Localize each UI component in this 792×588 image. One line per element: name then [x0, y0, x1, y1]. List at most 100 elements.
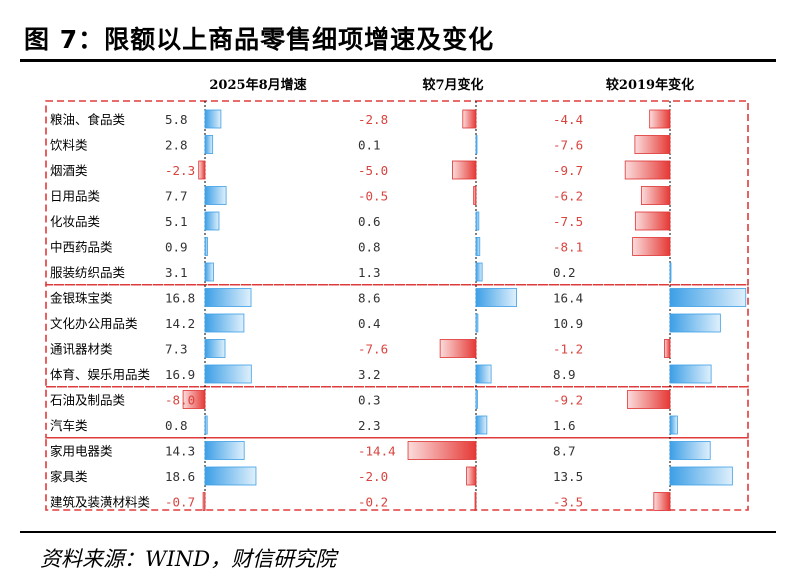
category-label: 粮油、食品类 — [50, 112, 126, 127]
bar-2 — [653, 492, 671, 511]
bar-2 — [624, 160, 671, 180]
bar-1 — [475, 288, 517, 307]
bar-1 — [475, 135, 478, 154]
category-label: 体育、娱乐用品类 — [50, 367, 151, 382]
data-label-2: -7.5 — [553, 214, 583, 229]
category-label: 汽车类 — [50, 418, 88, 433]
data-label-0: 16.8 — [165, 291, 195, 306]
bar-1 — [475, 313, 479, 333]
category-label: 金银珠宝类 — [50, 291, 113, 306]
data-label-0: 14.3 — [165, 444, 195, 459]
category-label: 中西药品类 — [50, 240, 113, 255]
data-label-0: 7.3 — [165, 342, 188, 357]
data-label-1: -2.8 — [358, 112, 388, 127]
data-label-2: -9.7 — [553, 163, 583, 178]
data-label-0: 7.7 — [165, 189, 188, 204]
data-label-1: -2.0 — [358, 469, 388, 484]
bar-1 — [439, 339, 477, 358]
bar-0 — [204, 237, 208, 256]
category-label: 家具类 — [50, 469, 88, 484]
bar-1 — [475, 415, 488, 435]
bar-0 — [204, 364, 252, 384]
data-label-2: 8.7 — [553, 444, 576, 459]
bar-2 — [669, 313, 721, 333]
top-rule — [20, 59, 776, 62]
data-label-1: 0.8 — [358, 240, 381, 255]
data-label-0: 14.2 — [165, 316, 195, 331]
data-label-0: 2.8 — [165, 138, 188, 153]
data-label-1: 0.1 — [358, 138, 381, 153]
category-label: 家用电器类 — [50, 444, 113, 459]
data-label-2: -9.2 — [553, 393, 583, 408]
group-box — [45, 385, 749, 439]
category-label: 建筑及装潢材料类 — [50, 495, 151, 510]
bar-1 — [475, 364, 492, 384]
bar-2 — [669, 288, 747, 307]
bar-2 — [669, 262, 672, 282]
figure-title: 图 7：限额以上商品零售细项增速及变化 — [24, 25, 495, 54]
data-label-2: 16.4 — [553, 291, 583, 306]
bar-0 — [204, 135, 214, 154]
bar-0 — [204, 262, 214, 282]
data-label-1: 3.2 — [358, 367, 381, 382]
bar-0 — [204, 466, 257, 486]
category-label: 文化办公用品类 — [50, 316, 138, 331]
bar-0 — [204, 415, 208, 435]
data-label-2: -3.5 — [553, 495, 583, 510]
bar-2 — [632, 237, 671, 256]
bar-2 — [634, 211, 671, 231]
data-label-0: 5.8 — [165, 112, 188, 127]
bar-1 — [473, 186, 477, 205]
category-label: 通讯器材类 — [50, 342, 113, 357]
bar-2 — [664, 339, 671, 358]
bar-2 — [669, 441, 711, 460]
data-label-0: 0.9 — [165, 240, 188, 255]
bar-2 — [669, 415, 678, 435]
header-vs2019-change: 较2019年变化 — [605, 78, 695, 93]
data-label-1: -14.4 — [358, 444, 396, 459]
bar-0 — [204, 339, 226, 358]
data-label-0: 16.9 — [165, 367, 195, 382]
bar-2 — [640, 186, 671, 205]
data-label-1: 8.6 — [358, 291, 381, 306]
bar-1 — [462, 109, 477, 129]
data-label-2: -1.2 — [553, 342, 583, 357]
bar-0 — [204, 186, 227, 205]
bar-0 — [204, 313, 245, 333]
bar-1 — [474, 492, 477, 511]
data-label-1: 0.3 — [358, 393, 381, 408]
data-label-1: -0.2 — [358, 495, 388, 510]
header-aug-growth: 2025年8月增速 — [209, 78, 307, 93]
bar-0 — [182, 390, 206, 409]
data-label-1: 1.3 — [358, 265, 381, 280]
category-label: 日用品类 — [50, 189, 101, 204]
data-label-2: -6.2 — [553, 189, 583, 204]
bar-1 — [475, 211, 480, 231]
bar-0 — [204, 288, 252, 307]
data-label-0: -2.3 — [165, 163, 195, 178]
category-label: 烟酒类 — [50, 163, 88, 178]
bar-1 — [451, 160, 477, 180]
bar-2 — [649, 109, 671, 129]
data-label-1: 0.6 — [358, 214, 381, 229]
bar-2 — [669, 364, 712, 384]
category-label: 石油及制品类 — [50, 393, 126, 408]
category-label: 化妆品类 — [50, 214, 101, 229]
data-label-1: -5.0 — [358, 163, 388, 178]
group-box — [45, 283, 749, 388]
bar-1 — [475, 262, 483, 282]
bar-2 — [634, 135, 671, 154]
bar-0 — [204, 441, 245, 460]
data-label-2: 10.9 — [553, 316, 583, 331]
header-mom-change: 较7月变化 — [422, 78, 484, 93]
bar-1 — [466, 466, 477, 486]
bottom-rule — [20, 531, 776, 533]
data-label-0: -0.7 — [165, 495, 195, 510]
bar-1 — [475, 237, 481, 256]
data-label-2: -8.1 — [553, 240, 583, 255]
data-label-0: 5.1 — [165, 214, 188, 229]
data-label-0: 0.8 — [165, 418, 188, 433]
data-label-1: -0.5 — [358, 189, 388, 204]
